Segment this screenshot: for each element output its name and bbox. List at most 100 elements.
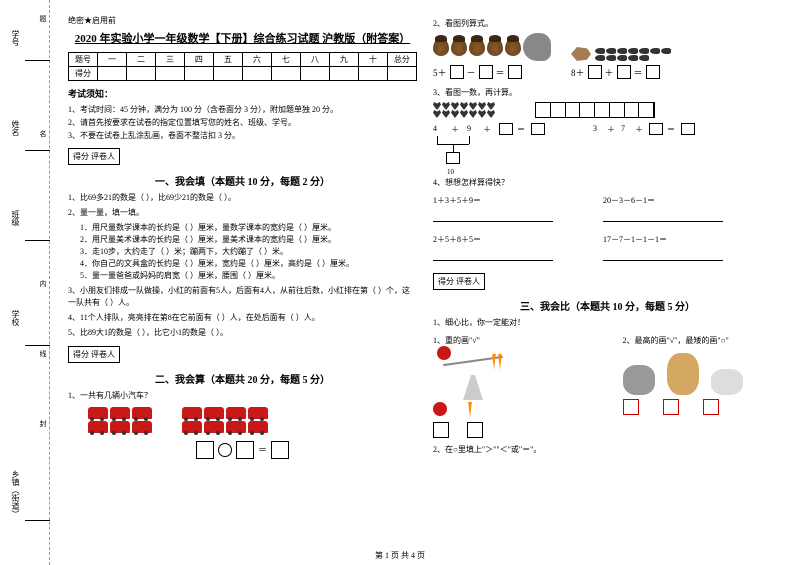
score-cell[interactable] — [387, 67, 416, 81]
score-cell[interactable] — [271, 67, 300, 81]
tree-left: 4 ＋ 9 ＋ ＝ 10 — [433, 124, 553, 174]
rater-box: 得分 评卷人 — [433, 273, 485, 290]
equation-row: ＝ — [68, 441, 417, 459]
tree-val: 7 — [621, 124, 625, 133]
acorn-icon — [433, 38, 449, 56]
car-group-left — [88, 405, 152, 435]
deer-icon — [667, 353, 699, 395]
count-diagram — [433, 102, 782, 118]
score-cell[interactable] — [126, 67, 155, 81]
q3-1: 1、细心比，你一定能对！ — [433, 317, 782, 329]
car-icon — [88, 407, 108, 419]
score-header: 一 — [97, 53, 126, 67]
answer-box[interactable] — [617, 65, 631, 79]
q3-2: 2、在○里填上"＞""＜"或"＝"。 — [433, 444, 782, 456]
cut-mark: 封 — [38, 420, 48, 427]
answer-line[interactable] — [433, 210, 553, 222]
score-header: 六 — [242, 53, 271, 67]
car-icon — [110, 407, 130, 419]
car-icon — [226, 421, 246, 433]
q1-4: 4、11个人排队，亮亮排在第8在它前面有（ ）人，在处后面有（ ）人。 — [68, 312, 417, 324]
answer-line[interactable] — [603, 210, 723, 222]
margin-label-class: 班级 — [10, 210, 21, 226]
score-header: 八 — [300, 53, 329, 67]
segment-strip — [535, 102, 655, 118]
check-box[interactable] — [467, 422, 483, 438]
score-cell[interactable] — [213, 67, 242, 81]
q2-1: 1、一共有几辆小汽车？ — [68, 390, 417, 402]
score-header: 二 — [126, 53, 155, 67]
answer-box[interactable] — [646, 65, 660, 79]
answer-box[interactable] — [271, 441, 289, 459]
q1-2-5: 5．量一量爸爸或妈妈的肩宽（ ）厘米，腰围（ ）厘米。 — [80, 270, 417, 282]
q1-2-1: 1．用尺量数学课本的长约是（ ）厘米，量数学课本的宽约是（ ）厘米。 — [80, 222, 417, 234]
answer-line[interactable] — [433, 249, 553, 261]
score-header: 三 — [155, 53, 184, 67]
tree-val: 4 — [433, 124, 437, 133]
q1-2-4: 4．你自己的文具盒的长约是（ ）厘米，宽约是（ ）厘米，高约是（ ）厘米。 — [80, 258, 417, 270]
answer-box[interactable] — [196, 441, 214, 459]
acorn-group-left: 5＋ －＝ — [433, 33, 551, 79]
section1-title: 一、我会填（本题共 10 分，每题 2 分） — [68, 173, 417, 188]
q2-2: 2、看图列算式。 — [433, 18, 782, 30]
answer-box[interactable] — [446, 152, 460, 164]
check-box[interactable] — [433, 422, 449, 438]
acorn-icon — [451, 38, 467, 56]
answer-box[interactable] — [508, 65, 522, 79]
score-cell[interactable] — [329, 67, 358, 81]
left-column: 绝密★启用前 2020 年实验小学一年级数学【下册】综合练习试题 沪教版（附答案… — [60, 15, 425, 555]
cut-mark: 内 — [38, 280, 48, 287]
confidential-label: 绝密★启用前 — [68, 15, 417, 26]
check-box[interactable] — [663, 399, 679, 415]
acorn-icon — [505, 38, 521, 56]
section3-title: 三、我会比（本题共 10 分，每题 5 分） — [433, 298, 782, 313]
score-cell[interactable] — [358, 67, 387, 81]
score-cell[interactable] — [184, 67, 213, 81]
operator-circle[interactable] — [218, 443, 232, 457]
q3-1-right: 2、最高的画"√"，最矮的画"○" — [623, 335, 783, 347]
eq-text: 8＋ — [571, 66, 585, 79]
apple-icon — [437, 346, 451, 360]
score-row-label: 得分 — [69, 67, 98, 81]
answer-box[interactable] — [499, 123, 513, 135]
score-header: 九 — [329, 53, 358, 67]
rabbit-icon — [711, 369, 743, 395]
calc-line: 20－3－6－1＝ — [603, 195, 723, 207]
answer-box[interactable] — [681, 123, 695, 135]
answer-box[interactable] — [236, 441, 254, 459]
score-cell[interactable] — [97, 67, 126, 81]
cut-mark: 线 — [38, 350, 48, 357]
binding-margin: 学号 姓名 班级 学校 乡镇（街道） 题 名 内 线 封 — [0, 0, 50, 565]
margin-line — [25, 520, 50, 521]
answer-box[interactable] — [588, 65, 602, 79]
q1-3: 3、小朋友们排成一队做操，小红的前面有5人，后面有4人，从前往后数，小红排在第（… — [68, 285, 417, 309]
answer-box[interactable] — [531, 123, 545, 135]
check-box[interactable] — [623, 399, 639, 415]
car-icon — [132, 407, 152, 419]
acorn-diagram: 5＋ －＝ 8＋ ＋＝ — [433, 33, 782, 79]
carrot-icon — [467, 402, 473, 418]
answer-box[interactable] — [450, 65, 464, 79]
section2-title: 二、我会算（本题共 20 分，每题 5 分） — [68, 371, 417, 386]
score-cell[interactable] — [155, 67, 184, 81]
calc-line: 17－7－1－1－1＝ — [603, 234, 723, 246]
score-cell[interactable] — [242, 67, 271, 81]
apple-icon — [433, 402, 447, 416]
score-cell[interactable] — [300, 67, 329, 81]
compare-row: 1、重的画"√" 2、最高的画"√"，最矮的画"○ — [433, 332, 782, 438]
margin-label-town: 乡镇（街道） — [10, 470, 21, 518]
answer-box[interactable] — [479, 65, 493, 79]
q3-1-left: 1、重的画"√" — [433, 335, 593, 347]
q2-3: 3、看图一数，再计算。 — [433, 87, 782, 99]
margin-line — [25, 150, 50, 151]
tadpole-cluster — [595, 48, 675, 61]
answer-line[interactable] — [603, 249, 723, 261]
answer-box[interactable] — [649, 123, 663, 135]
q2-4: 4、想想怎样算得快？ — [433, 177, 782, 189]
cut-mark: 名 — [38, 130, 48, 137]
exam-title: 2020 年实验小学一年级数学【下册】综合练习试题 沪教版（附答案） — [68, 30, 417, 46]
check-box[interactable] — [703, 399, 719, 415]
margin-label-id: 学号 — [10, 30, 21, 46]
q1-1: 1、比69多21的数是（ ），比69少21的数是（ ）。 — [68, 192, 417, 204]
q1-2-3: 3．走10步，大约走了（ ）米；蹦两下，大约蹦了（ ）米。 — [80, 246, 417, 258]
